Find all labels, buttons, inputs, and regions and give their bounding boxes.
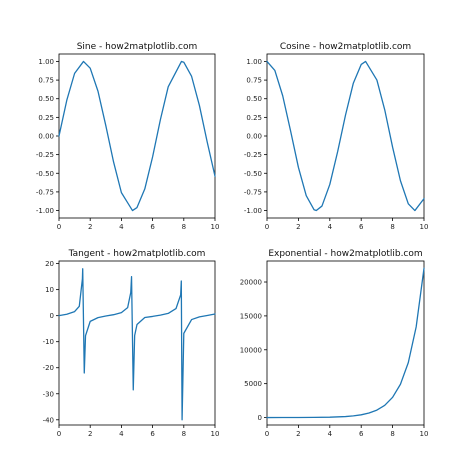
y-tick-label: -1.00 [244,207,262,215]
chart-title: Sine - how2matplotlib.com [77,42,198,52]
x-tick-label: 6 [359,430,364,438]
y-tick-label: -0.25 [36,151,54,159]
x-tick-label: 2 [88,223,92,231]
y-tick-label: 5000 [244,380,262,388]
subplot-2: Cosine - how2matplotlib.com 0 2 4 6 8 10 -1.00 -… [244,42,429,231]
x-tick-label: 8 [182,430,186,438]
x-tick-label: 8 [390,223,394,231]
y-tick-label: 0.00 [38,133,54,141]
y-tick-label: -0.75 [244,188,262,196]
y-tick-label: 0 [50,312,54,320]
y-tick-label: 10 [45,286,54,294]
plot-area [58,53,216,219]
x-tick-label: 0 [57,430,61,438]
x-tick-label: 4 [119,430,124,438]
y-tick-label: -10 [43,338,54,346]
x-tick-label: 10 [211,223,220,231]
plot-area [266,260,425,426]
y-tick-label: 15000 [240,312,262,320]
x-tick-label: 6 [359,223,364,231]
x-tick-label: 6 [150,223,155,231]
y-tick-label: 20000 [240,279,262,287]
x-tick-label: 6 [150,430,155,438]
subplot-1: Sine - how2matplotlib.com 0 2 4 6 8 10 -1.00 -0.… [36,42,220,231]
x-tick-label: 2 [296,223,300,231]
y-tick-label: -0.25 [244,151,262,159]
x-tick-label: 0 [265,223,269,231]
x-tick-label: 0 [265,430,269,438]
x-tick-label: 4 [328,223,333,231]
y-tick-label: 0.50 [246,95,262,103]
y-tick-label: 0.75 [246,77,262,85]
y-tick-label: -40 [43,416,54,424]
y-tick-label: -30 [43,390,54,398]
x-tick-label: 10 [211,430,220,438]
series-line [266,60,425,212]
series-line [58,268,216,421]
y-tick-label: 1.00 [246,58,262,66]
subplot-3: Tangent - how2matplotlib.com 0 2 4 6 8 10 -40 -3… [43,249,220,438]
x-tick-label: 4 [119,223,124,231]
y-tick-label: -0.75 [36,188,54,196]
plot-area [266,53,425,219]
x-tick-label: 10 [420,223,429,231]
chart-title: Cosine - how2matplotlib.com [280,42,411,52]
y-tick-label: -20 [43,364,54,372]
y-tick-label: 0 [258,414,262,422]
y-tick-label: -0.50 [244,170,262,178]
y-tick-label: 1.00 [38,58,54,66]
y-tick-label: 0.50 [38,95,54,103]
x-tick-label: 10 [420,430,429,438]
y-tick-label: -1.00 [36,207,54,215]
y-tick-label: 0.75 [38,77,54,85]
series-line [58,60,216,212]
y-tick-label: 0.25 [38,114,54,122]
series-line [266,267,425,419]
x-tick-label: 2 [296,430,300,438]
x-tick-label: 8 [390,430,394,438]
x-tick-label: 0 [57,223,61,231]
y-tick-label: 20 [45,260,54,268]
y-tick-label: 10000 [240,346,262,354]
y-tick-label: 0.25 [246,114,262,122]
x-tick-label: 8 [182,223,186,231]
x-tick-label: 2 [88,430,92,438]
chart-title: Tangent - how2matplotlib.com [68,249,206,259]
x-tick-label: 4 [328,430,333,438]
y-tick-label: 0.00 [246,133,262,141]
y-tick-label: -0.50 [36,170,54,178]
chart-title: Exponential - how2matplotlib.com [268,249,422,259]
